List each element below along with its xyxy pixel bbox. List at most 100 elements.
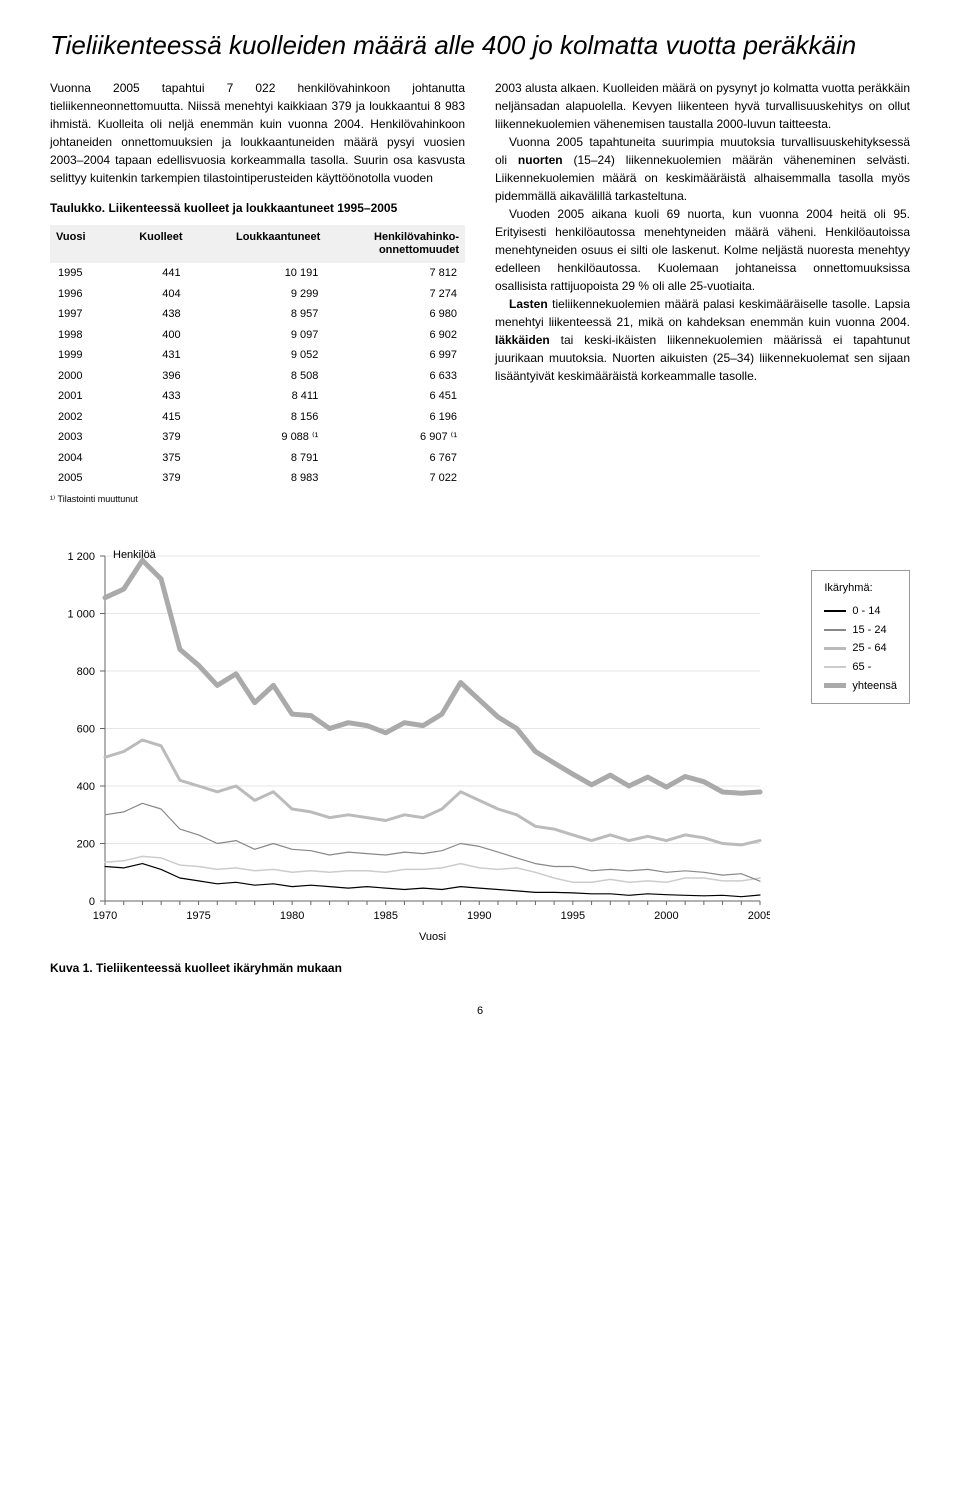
table-head: VuosiKuolleetLoukkaantuneetHenkilövahink…: [50, 225, 465, 263]
table-cell: 379: [109, 468, 188, 489]
table-cell: 1996: [50, 284, 109, 305]
table-cell: 1995: [50, 263, 109, 284]
right-para-4: Lasten tieliikennekuolemien määrä palasi…: [495, 295, 910, 385]
table-cell: 396: [109, 366, 188, 387]
table-cell: 8 983: [189, 468, 327, 489]
legend-label: 0 - 14: [852, 602, 880, 621]
table-row: 20024158 1566 196: [50, 407, 465, 428]
table-cell: 6 980: [326, 304, 465, 325]
table-caption-label: Taulukko.: [50, 201, 105, 215]
right-para-2: Vuonna 2005 tapahtuneita suurimpia muuto…: [495, 133, 910, 205]
rp4b: tieliikennekuolemien määrä palasi keskim…: [495, 297, 910, 329]
legend-swatch: [824, 610, 846, 612]
figure-caption-label: Kuva 1.: [50, 961, 93, 975]
table-cell: 8 411: [189, 386, 327, 407]
table-cell: 6 907 ⁽¹: [326, 427, 465, 448]
table-cell: 7 812: [326, 263, 465, 284]
svg-text:600: 600: [77, 724, 95, 736]
page-title: Tieliikenteessä kuolleiden määrä alle 40…: [50, 30, 910, 61]
table-cell: 2000: [50, 366, 109, 387]
right-para-3: Vuoden 2005 aikana kuoli 69 nuorta, kun …: [495, 205, 910, 295]
table-cell: 2005: [50, 468, 109, 489]
table-cell: 1997: [50, 304, 109, 325]
svg-text:1985: 1985: [373, 910, 397, 922]
rp2b-bold: nuorten: [518, 153, 563, 167]
table-header-row: VuosiKuolleetLoukkaantuneetHenkilövahink…: [50, 225, 465, 263]
chart-row: 02004006008001 0001 200Henkilöä197019751…: [50, 546, 910, 951]
two-column-layout: Vuonna 2005 tapahtui 7 022 henkilövahink…: [50, 79, 910, 506]
table-cell: 438: [109, 304, 188, 325]
table-row: 19964049 2997 274: [50, 284, 465, 305]
left-column: Vuonna 2005 tapahtui 7 022 henkilövahink…: [50, 79, 465, 506]
table-cell: 8 791: [189, 448, 327, 469]
legend-swatch: [824, 629, 846, 631]
table-row: 19984009 0976 902: [50, 325, 465, 346]
legend-label: 15 - 24: [852, 621, 886, 640]
legend-item: 65 -: [824, 658, 897, 677]
legend-item: 15 - 24: [824, 621, 897, 640]
svg-text:1990: 1990: [467, 910, 491, 922]
table-cell: 10 191: [189, 263, 327, 284]
svg-text:400: 400: [77, 781, 95, 793]
legend-item: 25 - 64: [824, 639, 897, 658]
table-cell: 1999: [50, 345, 109, 366]
table-header-cell: Vuosi: [50, 225, 109, 263]
svg-text:1970: 1970: [93, 910, 117, 922]
rp4c-bold: Iäkkäiden: [495, 333, 550, 347]
table-cell: 7 022: [326, 468, 465, 489]
left-para-1: Vuonna 2005 tapahtui 7 022 henkilövahink…: [50, 79, 465, 187]
svg-text:1995: 1995: [561, 910, 585, 922]
table-cell: 431: [109, 345, 188, 366]
table-header-cell: Kuolleet: [109, 225, 188, 263]
table-cell: 433: [109, 386, 188, 407]
table-cell: 6 767: [326, 448, 465, 469]
svg-text:800: 800: [77, 666, 95, 678]
right-para-1: 2003 alusta alkaen. Kuolleiden määrä on …: [495, 79, 910, 133]
table-cell: 6 196: [326, 407, 465, 428]
svg-text:1 200: 1 200: [67, 551, 95, 563]
table-cell: 8 156: [189, 407, 327, 428]
table-header-cell: Loukkaantuneet: [189, 225, 327, 263]
table-cell: 404: [109, 284, 188, 305]
table-row: 20043758 7916 767: [50, 448, 465, 469]
line-chart: 02004006008001 0001 200Henkilöä197019751…: [50, 546, 770, 946]
svg-text:1980: 1980: [280, 910, 304, 922]
data-table: VuosiKuolleetLoukkaantuneetHenkilövahink…: [50, 225, 465, 489]
legend-swatch: [824, 647, 846, 650]
table-cell: 9 097: [189, 325, 327, 346]
table-body: 199544110 1917 81219964049 2997 27419974…: [50, 263, 465, 489]
figure-caption-text: Tieliikenteessä kuolleet ikäryhmän mukaa…: [93, 961, 342, 975]
right-column: 2003 alusta alkaen. Kuolleiden määrä on …: [495, 79, 910, 506]
legend-label: 65 -: [852, 658, 871, 677]
table-footnote: ¹⁾ Tilastointi muuttunut: [50, 493, 465, 507]
table-cell: 375: [109, 448, 188, 469]
figure-caption: Kuva 1. Tieliikenteessä kuolleet ikäryhm…: [50, 961, 910, 975]
table-cell: 441: [109, 263, 188, 284]
table-row: 20053798 9837 022: [50, 468, 465, 489]
table-cell: 9 052: [189, 345, 327, 366]
table-cell: 9 299: [189, 284, 327, 305]
table-row: 20014338 4116 451: [50, 386, 465, 407]
table-row: 20033799 088 ⁽¹6 907 ⁽¹: [50, 427, 465, 448]
legend-label: yhteensä: [852, 677, 897, 696]
chart-section: 02004006008001 0001 200Henkilöä197019751…: [50, 546, 910, 975]
page-number: 6: [50, 1005, 910, 1017]
svg-text:0: 0: [89, 896, 95, 908]
table-cell: 6 451: [326, 386, 465, 407]
table-caption: Taulukko. Liikenteessä kuolleet ja loukk…: [50, 201, 465, 217]
rp4a-bold: Lasten: [509, 297, 548, 311]
svg-text:2005: 2005: [748, 910, 770, 922]
table-cell: 2001: [50, 386, 109, 407]
table-cell: 415: [109, 407, 188, 428]
table-header-cell: Henkilövahinko- onnettomuudet: [326, 225, 465, 263]
table-cell: 9 088 ⁽¹: [189, 427, 327, 448]
table-cell: 6 902: [326, 325, 465, 346]
chart-svg-holder: 02004006008001 0001 200Henkilöä197019751…: [50, 546, 795, 951]
table-cell: 6 997: [326, 345, 465, 366]
svg-text:2000: 2000: [654, 910, 678, 922]
table-cell: 2004: [50, 448, 109, 469]
table-cell: 1998: [50, 325, 109, 346]
legend-item: yhteensä: [824, 677, 897, 696]
table-cell: 6 633: [326, 366, 465, 387]
table-caption-text: Liikenteessä kuolleet ja loukkaantuneet …: [105, 201, 397, 215]
